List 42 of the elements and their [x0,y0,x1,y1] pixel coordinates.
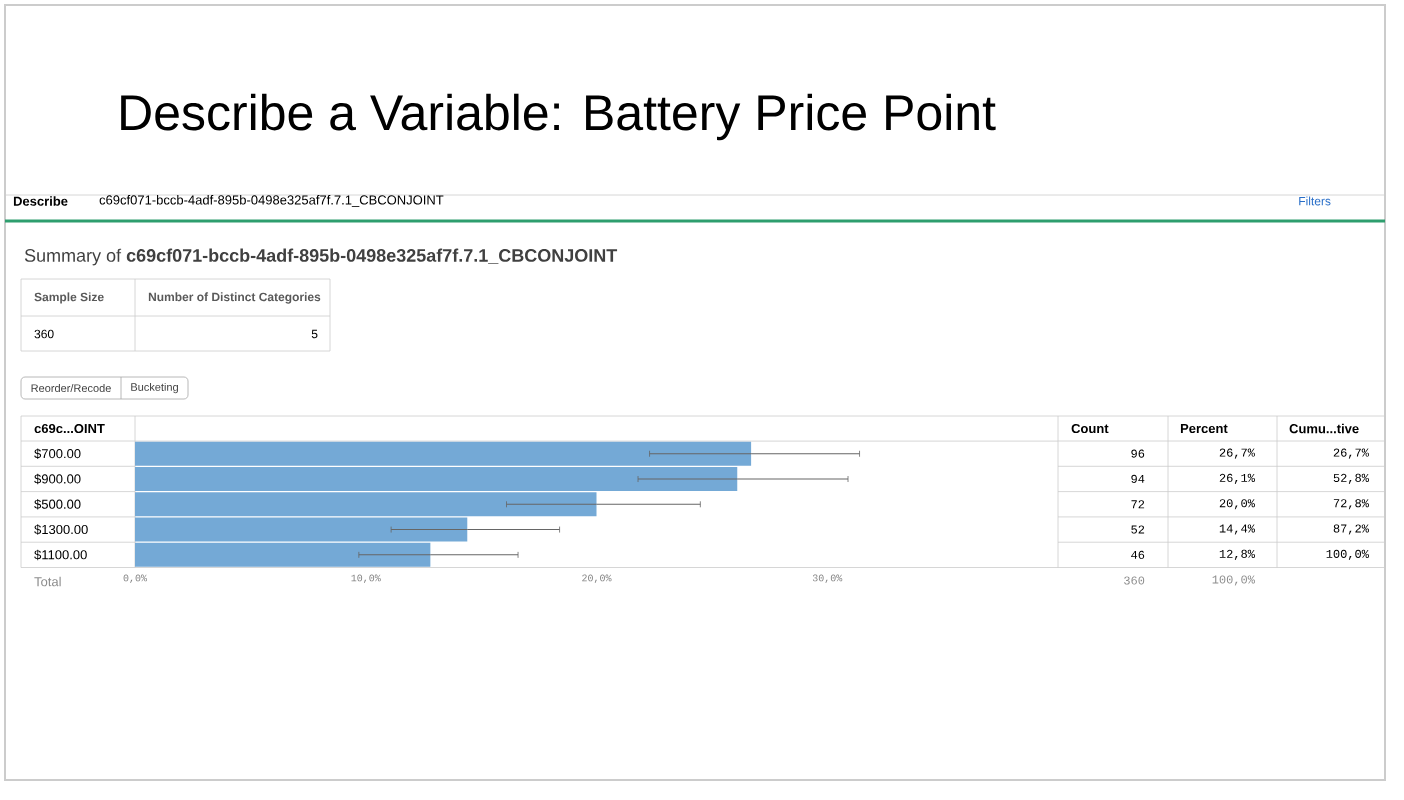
y-tick-label: $900.00 [34,473,81,485]
data-label: 26,1% [1219,473,1255,484]
data-label: 26,7% [1219,448,1255,459]
chart-title: Describe a Variable: Battery Price Point [121,93,996,141]
data-label: 12,8% [1219,549,1255,560]
text: 94 [1131,474,1145,483]
x-tick-label: 0,0% [123,574,148,584]
text: 100,0% [1212,575,1255,586]
data-label: 14,4% [1219,524,1255,535]
x-tick-label: 20,0% [582,574,612,584]
x-tick-label: 30,0% [812,574,843,584]
text: 360 [34,329,54,339]
text: Summary of c69cf071-bccb-4adf-895b-0498e325af7f.7.1_CBCONJOINT [24,248,618,266]
text: 46 [1131,550,1145,559]
text: Cumu...tive [1289,423,1359,434]
text: Bucketing [131,382,178,394]
text: Count [1071,423,1109,434]
y-axis-title: c69c...OINT [34,423,105,434]
text: 360 [1124,576,1145,585]
text: Reorder/Recode [31,383,111,393]
text: c69cf071-bccb-4adf-895b-0498e325af7f.7.1_CBCONJOINT [99,195,444,207]
text: 96 [1131,449,1145,458]
y-tick-label: $500.00 [34,499,81,510]
x-tick-label: 10,0% [351,574,381,584]
text: Percent [1180,423,1228,434]
text: 72 [1131,500,1145,509]
text: Sample Size [34,292,104,304]
y-tick-label: $1300.00 [34,524,88,535]
text: Describe [13,196,68,206]
text: Filters [1299,196,1331,206]
y-tick-label: $1100.00 [34,549,87,561]
text: 5 [311,329,318,339]
text: 87,2% [1333,524,1369,535]
text: 52,8% [1333,473,1369,484]
text: 72,8% [1333,499,1369,510]
text: 26,7% [1333,448,1369,459]
text: 52 [1131,525,1145,534]
data-label: 20,0% [1219,499,1255,510]
text: 100,0% [1326,549,1369,560]
text: Total [34,576,61,587]
y-tick-label: $700.00 [34,448,81,460]
text: Number of Distinct Categories [148,292,321,304]
